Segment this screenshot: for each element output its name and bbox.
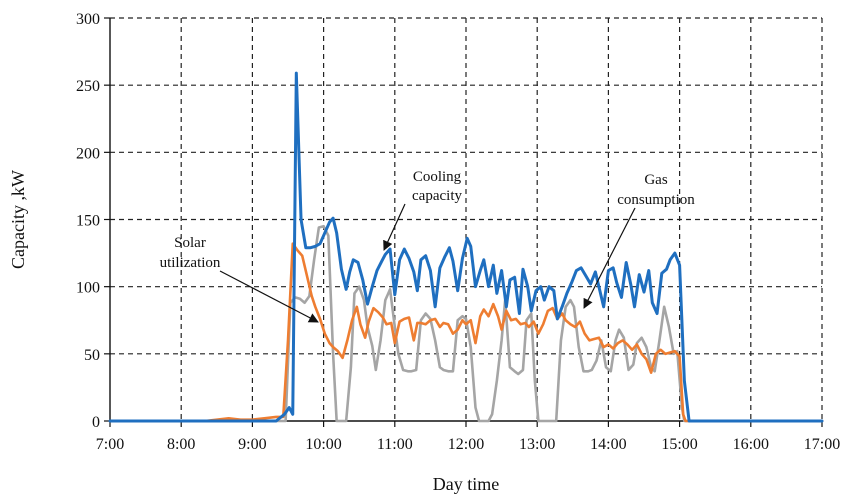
x-tick-label: 7:00	[96, 436, 124, 453]
y-axis-title: Capacity ,kW	[8, 170, 28, 269]
series-layer	[108, 71, 824, 423]
x-tick-label: 9:00	[238, 436, 266, 453]
annotation-cooling-text: Cooling	[413, 169, 462, 185]
solar-annotation-arrow	[219, 270, 319, 323]
axes-layer: 7:00 8:00 9:00 10:00 11:00 12:00 13:00 14:00 15:…	[76, 11, 840, 453]
y-tick-label: 0	[92, 414, 100, 431]
y-tick-label: 200	[76, 145, 100, 162]
x-tick-label: 13:00	[519, 436, 555, 453]
labels-layer: Day time Capacity ,kW	[8, 170, 499, 494]
y-tick-label: 300	[76, 11, 100, 28]
cooling-annotation-arrow	[383, 203, 406, 251]
series-line-solar	[108, 242, 824, 423]
y-tick-label: 100	[76, 280, 100, 297]
series-line-gas	[108, 224, 824, 423]
gas-annotation-arrow	[583, 207, 636, 309]
x-tick-label: 17:00	[804, 436, 840, 453]
x-tick-label: 8:00	[167, 436, 195, 453]
x-axis-title: Day time	[433, 474, 499, 494]
x-tick-label: 12:00	[448, 436, 484, 453]
y-tick-label: 250	[76, 78, 100, 95]
x-tick-label: 14:00	[590, 436, 626, 453]
annotation-solar-text: utilization	[160, 255, 221, 271]
series-line-cooling	[108, 71, 824, 423]
x-tick-label: 15:00	[661, 436, 697, 453]
grid-layer	[110, 17, 823, 421]
annotation-gas-text: Gas	[644, 172, 667, 188]
y-tick-label: 50	[84, 347, 100, 364]
annotation-gas-text: consumption	[617, 192, 695, 208]
x-tick-label: 16:00	[733, 436, 769, 453]
x-tick-label: 10:00	[305, 436, 341, 453]
y-tick-label: 150	[76, 213, 100, 230]
x-tick-label: 11:00	[377, 436, 413, 453]
annotation-cooling-text: capacity	[412, 188, 462, 204]
annotation-solar-text: Solar	[174, 235, 206, 251]
annotation-layer: Cooling capacity Gas consumption Solar utiliz…	[160, 169, 695, 323]
